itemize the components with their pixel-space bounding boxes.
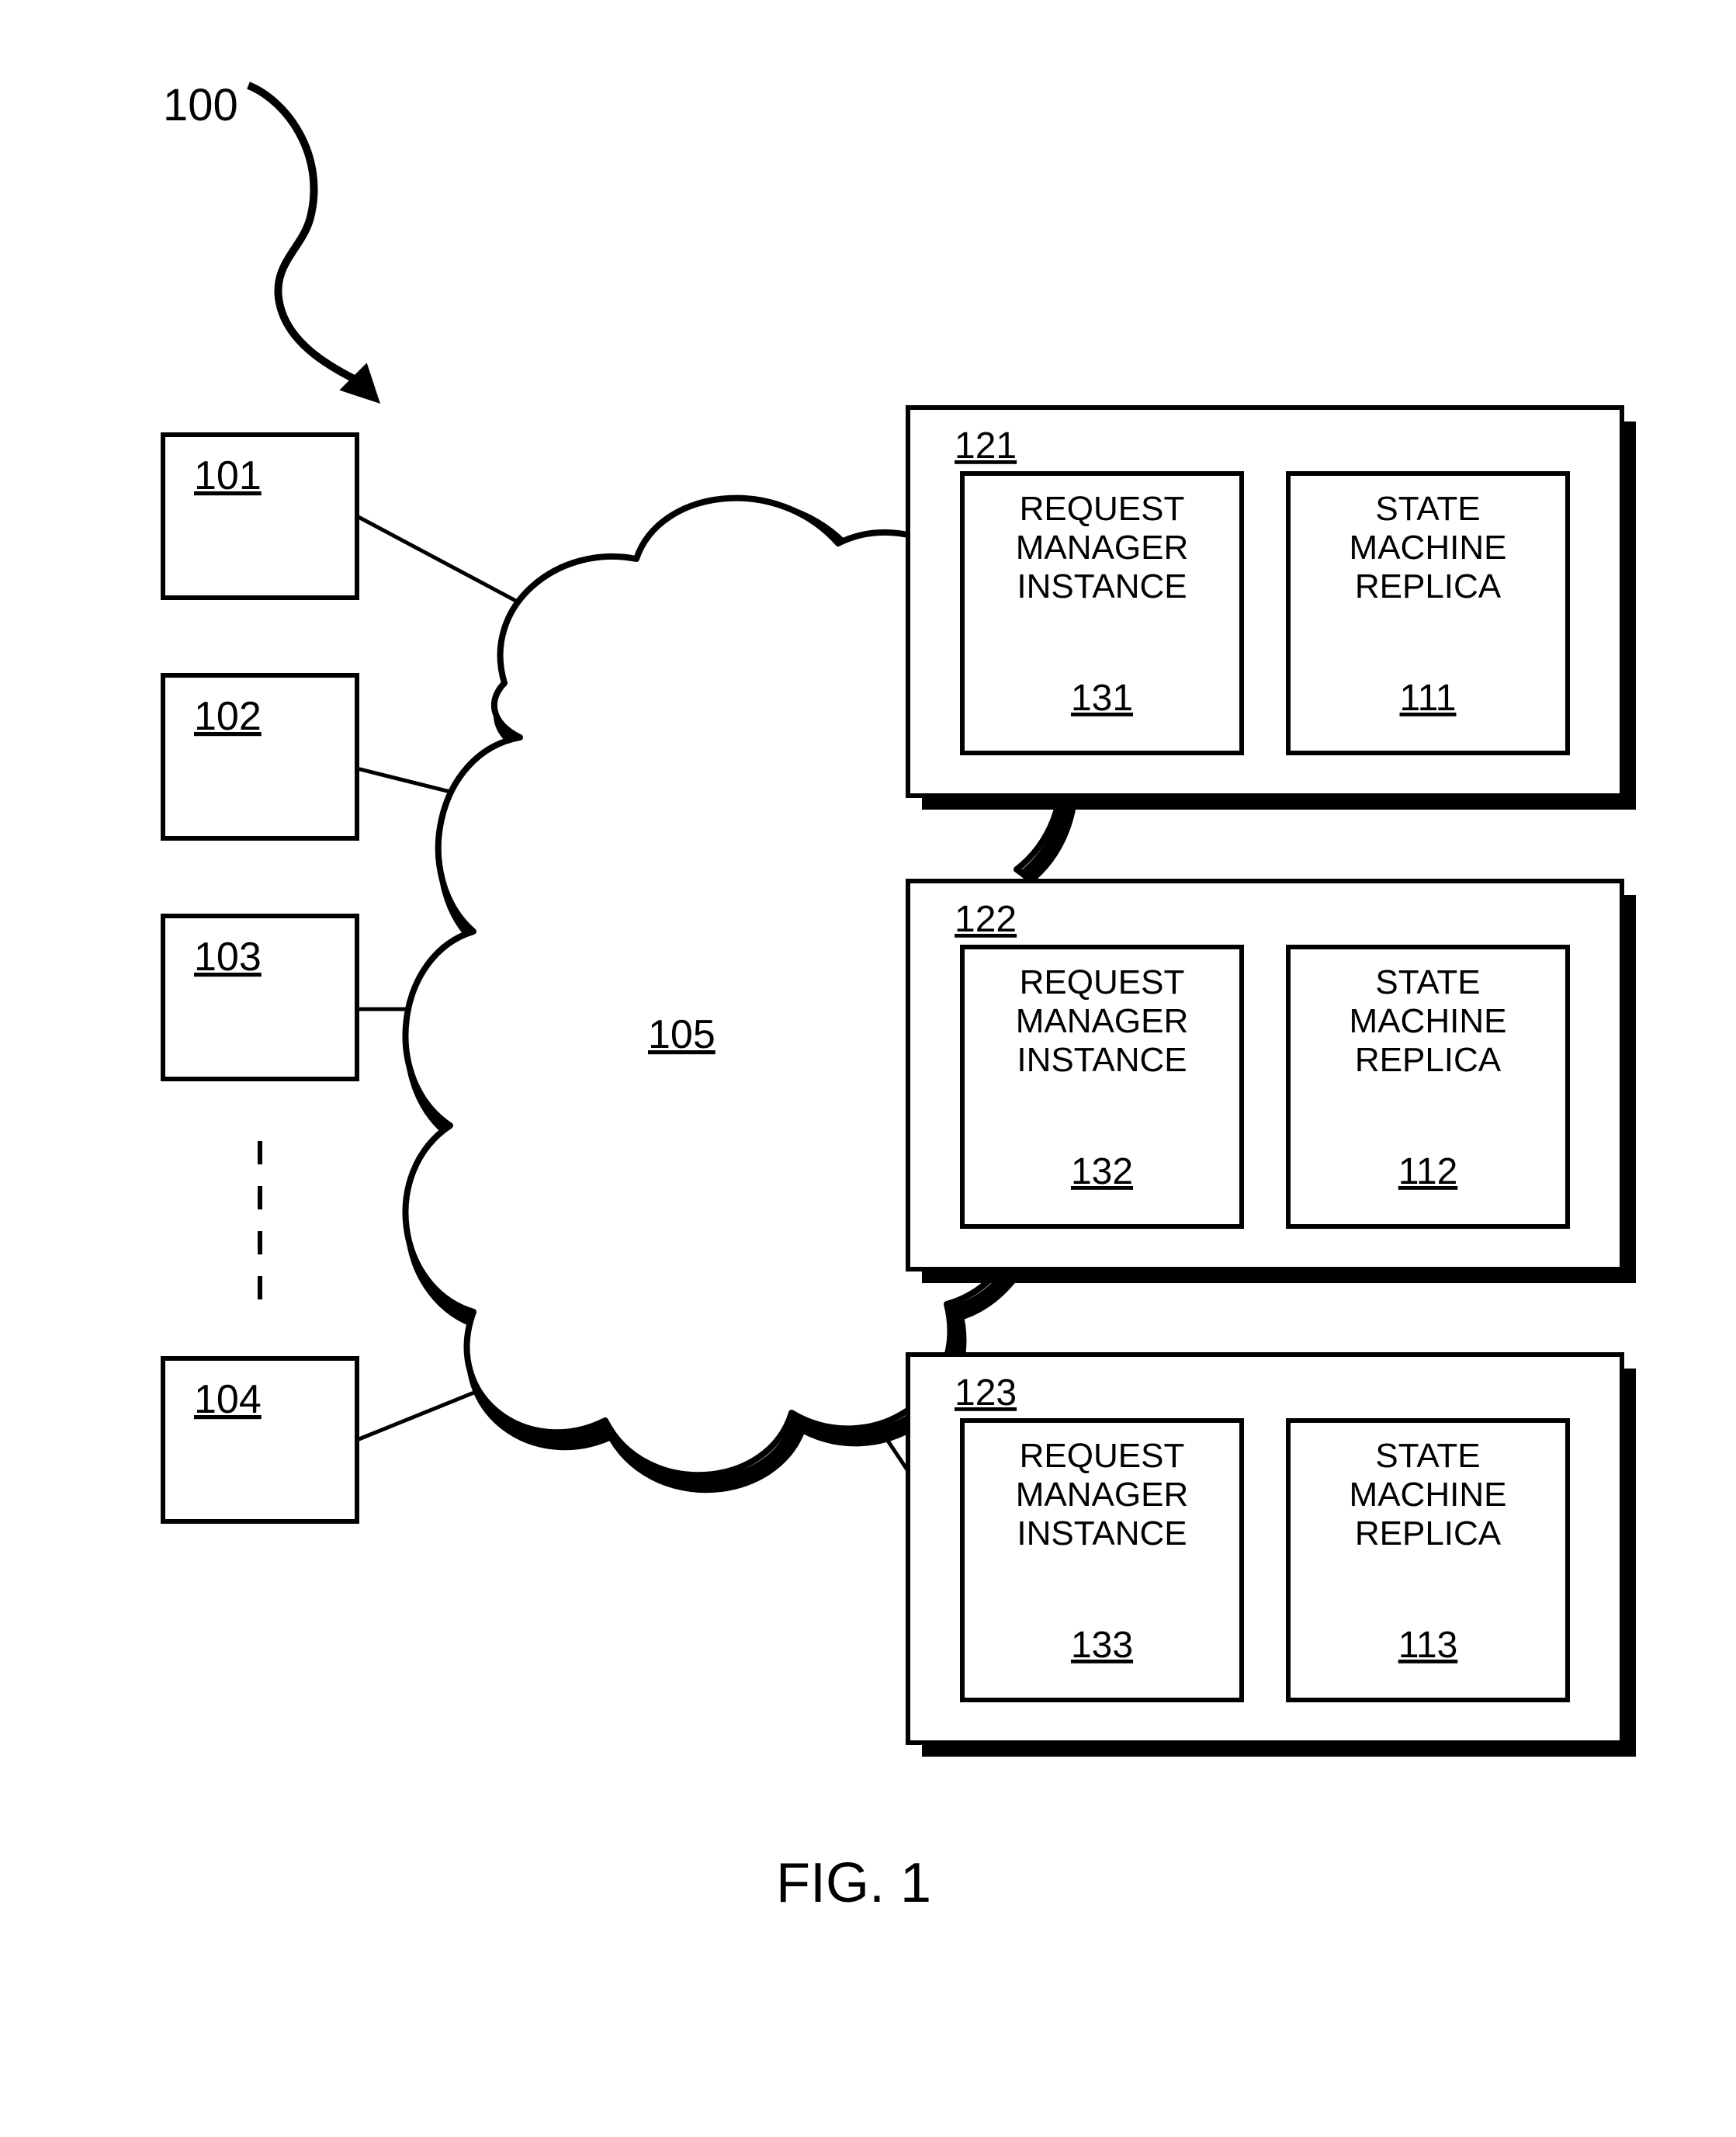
server-group-id: 123 [955, 1372, 1017, 1414]
figure-number: 100 [163, 80, 238, 130]
pointer-arrow-curve [248, 85, 357, 380]
state-machine-label: STATE [1375, 1437, 1480, 1475]
state-machine-label: REPLICA [1355, 1041, 1502, 1079]
server-group-id: 122 [955, 899, 1017, 940]
state-machine-label: MACHINE [1350, 1476, 1507, 1514]
server-group-id: 121 [955, 425, 1017, 467]
request-manager-id: 133 [1071, 1625, 1133, 1666]
state-machine-label: STATE [1375, 490, 1480, 528]
client-box-label: 103 [194, 935, 262, 980]
request-manager-id: 131 [1071, 678, 1133, 719]
state-machine-id: 111 [1400, 678, 1457, 719]
request-manager-label: REQUEST [1020, 490, 1185, 528]
pointer-arrow-head [339, 363, 380, 404]
request-manager-label: INSTANCE [1017, 1041, 1187, 1079]
request-manager-label: MANAGER [1016, 1002, 1188, 1040]
state-machine-label: REPLICA [1355, 567, 1502, 605]
state-machine-id: 113 [1398, 1625, 1458, 1666]
state-machine-label: MACHINE [1350, 529, 1507, 567]
client-box-label: 104 [194, 1377, 262, 1422]
state-machine-label: REPLICA [1355, 1514, 1502, 1552]
request-manager-label: MANAGER [1016, 529, 1188, 567]
state-machine-label: MACHINE [1350, 1002, 1507, 1040]
figure-caption: FIG. 1 [776, 1852, 931, 1914]
request-manager-label: INSTANCE [1017, 567, 1187, 605]
request-manager-id: 132 [1071, 1151, 1133, 1192]
client-box-label: 101 [194, 453, 262, 498]
state-machine-id: 112 [1398, 1151, 1458, 1192]
cloud-label: 105 [648, 1012, 716, 1057]
request-manager-label: INSTANCE [1017, 1514, 1187, 1552]
state-machine-label: STATE [1375, 963, 1480, 1001]
request-manager-label: REQUEST [1020, 963, 1185, 1001]
client-box-label: 102 [194, 694, 262, 739]
request-manager-label: MANAGER [1016, 1476, 1188, 1514]
request-manager-label: REQUEST [1020, 1437, 1185, 1475]
